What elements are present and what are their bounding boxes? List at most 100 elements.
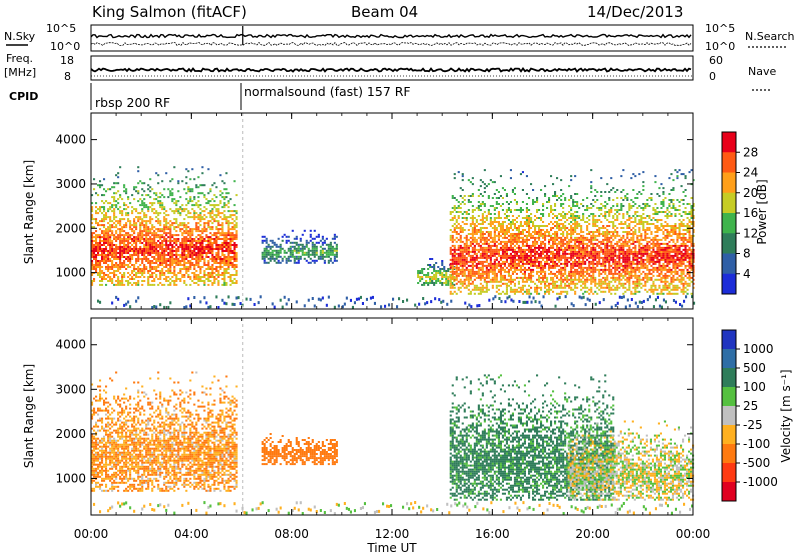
power-echo-cell xyxy=(560,240,563,243)
power-echo-cell xyxy=(598,268,601,271)
power-echo-cell xyxy=(199,220,202,223)
power-echo-cell xyxy=(441,278,444,280)
power-echo-cell xyxy=(564,284,567,287)
power-echo-cell xyxy=(465,274,468,277)
power-echo-cell xyxy=(119,282,122,284)
power-echo-cell xyxy=(606,282,609,285)
power-echo-cell xyxy=(119,248,122,250)
power-echo-cell xyxy=(471,205,474,207)
power-echo-cell xyxy=(225,236,228,239)
power-echo-cell xyxy=(285,235,288,238)
power-echo-cell xyxy=(485,236,488,239)
power-echo-cell xyxy=(127,206,130,209)
power-echo-cell xyxy=(493,278,496,281)
power-echo-cell xyxy=(517,233,520,235)
power-echo-cell xyxy=(133,224,136,227)
power-echo-cell xyxy=(181,240,184,242)
power-echo-cell xyxy=(225,246,228,248)
power-echo-cell xyxy=(221,232,224,235)
power-echo-cell xyxy=(105,214,108,217)
power-echo-cell xyxy=(441,262,444,264)
power-echo-cell xyxy=(113,192,116,195)
power-echo-cell xyxy=(491,240,494,243)
power-echo-cell xyxy=(187,186,190,189)
power-echo-cell xyxy=(564,246,567,249)
power-echo-cell xyxy=(548,286,551,289)
power-echo-cell xyxy=(95,268,98,270)
power-echo-cell xyxy=(469,242,472,245)
power-echo-cell xyxy=(167,228,170,231)
power-echo-cell xyxy=(161,256,164,258)
power-echo-cell xyxy=(165,262,168,264)
power-echo-cell xyxy=(235,194,238,197)
power-echo-cell xyxy=(139,230,142,233)
power-echo-cell xyxy=(143,216,146,219)
power-echo-cell xyxy=(163,240,166,242)
power-echo-cell xyxy=(135,250,138,252)
power-echo-cell xyxy=(195,244,198,246)
power-echo-cell xyxy=(604,266,607,269)
power-echo-cell xyxy=(129,254,132,256)
power-echo-cell xyxy=(123,240,126,242)
power-echo-cell xyxy=(101,248,104,250)
power-echo-cell xyxy=(209,210,212,213)
power-echo-cell xyxy=(596,268,599,271)
power-echo-cell xyxy=(552,284,555,287)
power-echo-cell xyxy=(473,270,476,273)
power-echo-cell xyxy=(604,282,607,285)
power-echo-cell xyxy=(105,190,108,193)
power-echo-cell xyxy=(556,199,559,201)
power-echo-cell xyxy=(606,236,609,239)
power-echo-cell xyxy=(485,266,488,269)
power-echo-cell xyxy=(193,218,196,221)
power-echo-cell xyxy=(538,231,541,233)
power-echo-cell xyxy=(113,238,116,240)
power-echo-cell xyxy=(111,226,114,229)
power-echo-cell xyxy=(505,248,508,251)
power-echo-cell xyxy=(159,206,162,209)
power-echo-cell xyxy=(457,258,460,261)
power-echo-cell xyxy=(227,254,230,256)
power-echo-cell xyxy=(195,242,198,244)
power-echo-cell xyxy=(548,258,551,261)
power-echo-cell xyxy=(119,194,122,197)
power-echo-cell xyxy=(217,230,220,233)
power-echo-cell xyxy=(111,252,114,254)
power-echo-cell xyxy=(103,206,106,209)
power-echo-cell xyxy=(594,266,597,269)
power-echo-cell xyxy=(469,264,472,267)
power-echo-cell xyxy=(205,202,208,205)
power-echo-cell xyxy=(556,254,559,257)
power-echo-cell xyxy=(127,258,130,260)
power-echo-cell xyxy=(540,242,543,245)
power-echo-cell xyxy=(536,260,539,263)
power-echo-cell xyxy=(211,246,214,248)
power-echo-cell xyxy=(235,256,238,258)
power-echo-cell xyxy=(209,266,212,268)
power-echo-cell xyxy=(497,203,500,205)
power-echo-cell xyxy=(159,254,162,256)
power-echo-cell xyxy=(455,252,458,255)
power-echo-cell xyxy=(229,274,232,276)
power-echo-cell xyxy=(197,258,200,260)
power-echo-cell xyxy=(475,262,478,265)
power-echo-cell xyxy=(574,219,577,221)
power-echo-cell xyxy=(578,278,581,281)
power-echo-cell xyxy=(594,219,597,221)
power-echo-cell xyxy=(532,248,535,251)
power-echo-cell xyxy=(133,226,136,229)
power-echo-cell xyxy=(133,236,136,239)
power-echo-cell xyxy=(149,250,152,252)
power-echo-cell xyxy=(558,213,561,215)
power-echo-cell xyxy=(584,260,587,263)
power-echo-cell xyxy=(469,278,472,281)
power-echo-cell xyxy=(233,260,236,262)
power-echo-cell xyxy=(137,268,140,270)
power-echo-cell xyxy=(189,234,192,237)
power-echo-cell xyxy=(269,239,272,242)
power-echo-cell xyxy=(135,242,138,244)
power-echo-cell xyxy=(598,229,601,231)
power-echo-cell xyxy=(149,274,152,276)
power-echo-cell xyxy=(453,254,456,257)
power-echo-cell xyxy=(544,272,547,275)
